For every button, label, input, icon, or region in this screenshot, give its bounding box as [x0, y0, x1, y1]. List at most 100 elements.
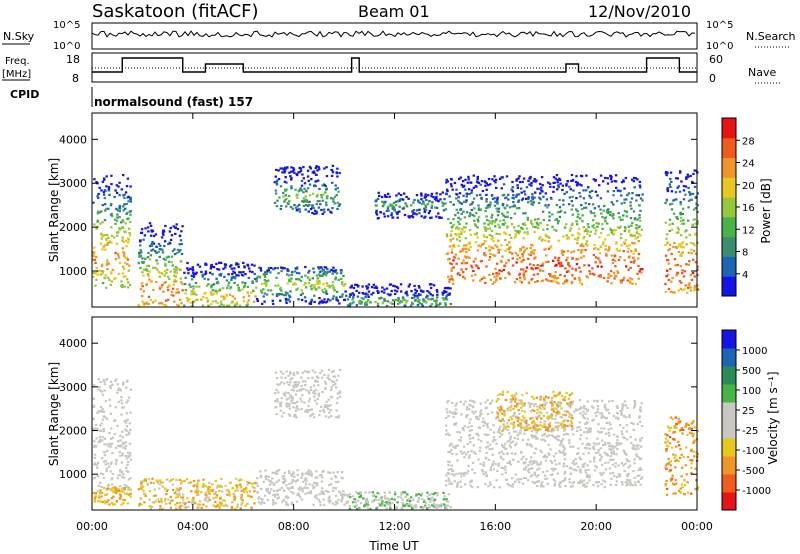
- scatter-cell: [405, 203, 408, 207]
- scatter-cell: [615, 199, 619, 203]
- scatter-cell: [689, 286, 692, 289]
- scatter-cell: [586, 276, 589, 279]
- scatter-cell: [215, 496, 218, 499]
- scatter-cell: [590, 212, 593, 215]
- scatter-cell: [486, 219, 489, 222]
- scatter-cell: [558, 404, 562, 407]
- scatter-cell: [261, 498, 264, 501]
- scatter-cell: [623, 209, 627, 213]
- scatter-cell: [324, 301, 328, 304]
- scatter-cell: [484, 247, 488, 250]
- scatter-cell: [395, 194, 398, 197]
- scatter-cell: [627, 247, 630, 250]
- scatter-cell: [681, 269, 684, 272]
- scatter-cell: [580, 481, 584, 484]
- scatter-cell: [193, 300, 196, 303]
- scatter-cell: [495, 479, 498, 482]
- scatter-cell: [107, 445, 110, 448]
- scatter-cell: [292, 167, 295, 170]
- scatter-cell: [696, 265, 699, 268]
- scatter-cell: [295, 288, 298, 291]
- scatter-cell: [285, 198, 288, 201]
- scatter-cell: [694, 196, 697, 199]
- scatter-cell: [450, 178, 453, 181]
- scatter-cell: [471, 437, 475, 440]
- scatter-cell: [664, 283, 667, 286]
- scatter-cell: [694, 261, 698, 264]
- scatter-cell: [425, 296, 428, 299]
- scatter-cell: [286, 282, 289, 285]
- scatter-cell: [185, 501, 188, 504]
- scatter-cell: [623, 414, 626, 417]
- scatter-cell: [326, 195, 329, 198]
- scatter-cell: [593, 399, 596, 402]
- scatter-cell: [350, 286, 353, 289]
- scatter-cell: [532, 273, 536, 276]
- scatter-cell: [665, 237, 668, 240]
- scatter-cell: [670, 228, 674, 231]
- scatter-cell: [103, 178, 106, 181]
- scatter-cell: [220, 485, 223, 488]
- scatter-cell: [111, 501, 114, 505]
- scatter-cell: [379, 497, 383, 501]
- scatter-cell: [544, 456, 547, 459]
- scatter-cell: [553, 483, 556, 486]
- scatter-cell: [669, 177, 672, 181]
- scatter-cell: [602, 209, 605, 212]
- scatter-cell: [479, 402, 483, 405]
- scatter-cell: [265, 475, 268, 478]
- scatter-cell: [196, 491, 199, 494]
- scatter-cell: [205, 505, 208, 508]
- scatter-cell: [335, 194, 338, 197]
- scatter-cell: [126, 177, 130, 180]
- scatter-cell: [477, 434, 480, 437]
- scatter-cell: [119, 439, 122, 442]
- scatter-cell: [118, 207, 121, 210]
- scatter-cell: [697, 288, 700, 291]
- scatter-cell: [606, 182, 610, 185]
- scatter-cell: [398, 301, 401, 304]
- scatter-cell: [679, 213, 682, 216]
- scatter-cell: [571, 178, 575, 182]
- scatter-cell: [343, 503, 346, 506]
- scatter-cell: [477, 204, 480, 207]
- scatter-cell: [548, 182, 552, 185]
- scatter-cell: [686, 173, 689, 176]
- scatter-cell: [510, 484, 513, 487]
- scatter-cell: [340, 494, 343, 497]
- scatter-cell: [106, 243, 109, 246]
- scatter-cell: [639, 438, 642, 441]
- scatter-cell: [124, 428, 127, 431]
- scatter-cell: [518, 256, 522, 259]
- scatter-cell: [312, 395, 316, 398]
- scatter-cell: [583, 417, 586, 420]
- scatter-cell: [587, 264, 591, 267]
- scatter-cell: [473, 215, 476, 218]
- scatter-cell: [126, 492, 129, 495]
- scatter-cell: [100, 233, 103, 236]
- scatter-cell: [536, 463, 539, 466]
- scatter-cell: [411, 216, 415, 219]
- scatter-cell: [556, 222, 560, 225]
- scatter-cell: [354, 283, 357, 286]
- scatter-cell: [394, 200, 398, 203]
- scatter-cell: [96, 500, 100, 503]
- scatter-cell: [639, 410, 643, 413]
- scatter-cell: [230, 301, 233, 304]
- scatter-cell: [596, 437, 599, 440]
- scatter-cell: [666, 273, 670, 276]
- scatter-cell: [276, 267, 279, 270]
- scatter-cell: [118, 210, 121, 213]
- scatter-cell: [422, 298, 425, 302]
- scatter-cell: [400, 491, 403, 494]
- scatter-cell: [526, 218, 529, 221]
- scatter-cell: [301, 487, 304, 490]
- scatter-cell: [322, 193, 325, 196]
- scatter-cell: [297, 487, 300, 490]
- scatter-cell: [604, 417, 607, 420]
- scatter-cell: [508, 273, 511, 276]
- scatter-cell: [125, 256, 128, 259]
- colorbar-cell: [722, 276, 736, 297]
- scatter-cell: [689, 193, 692, 196]
- scatter-cell: [600, 399, 604, 402]
